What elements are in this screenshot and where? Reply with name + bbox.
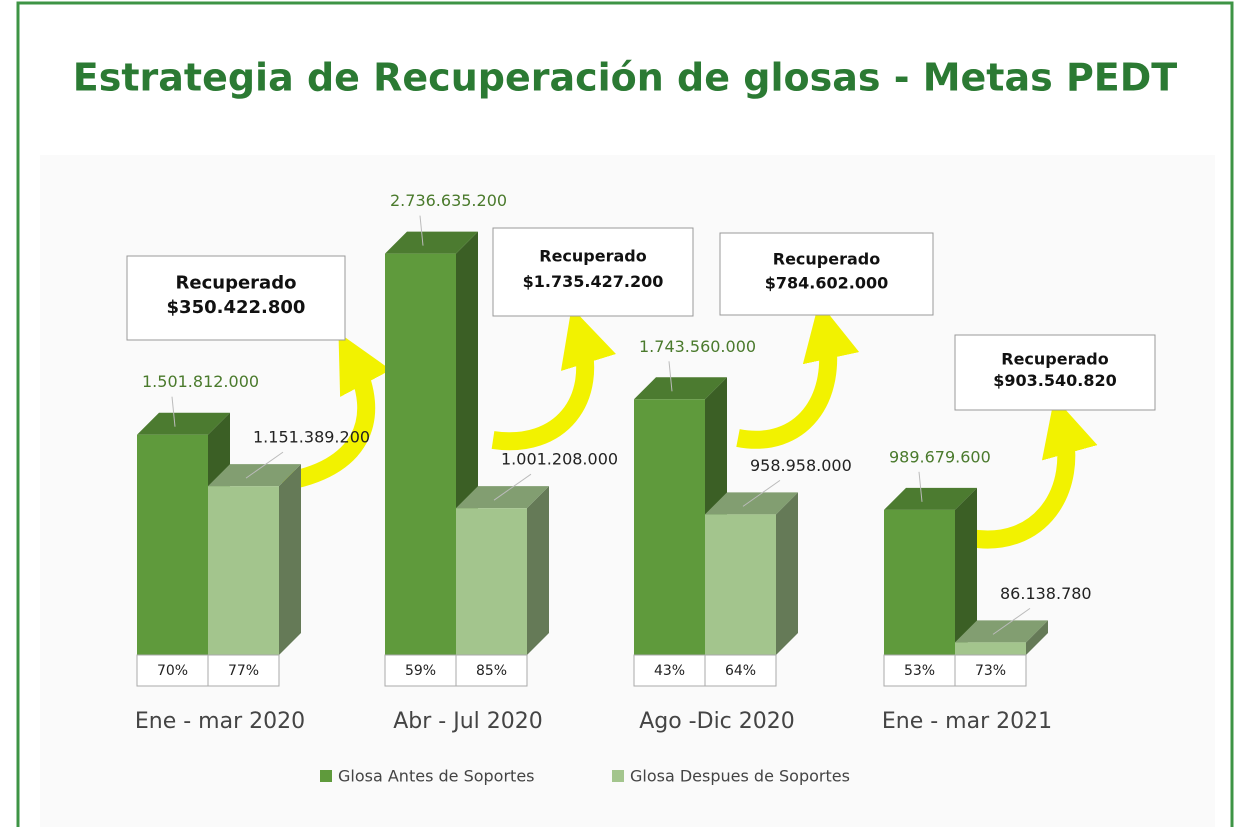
x-tick-label: Ago -Dic 2020: [639, 709, 795, 734]
annotation-amount: $1.735.427.200: [523, 272, 664, 291]
percent-box: [384, 654, 457, 687]
value-label: 1.001.208.000: [501, 450, 618, 469]
percent-label: 64%: [725, 663, 756, 679]
annotation-amount: $350.422.800: [167, 297, 306, 318]
bar-side: [955, 487, 977, 655]
value-label: 1.743.560.000: [639, 337, 756, 356]
frame: [16, 1, 1234, 827]
percent-label: 73%: [975, 663, 1006, 679]
annotation-title: Recuperado: [539, 247, 646, 266]
bar: [955, 642, 1026, 655]
bar: [456, 508, 527, 655]
bar-top: [137, 412, 230, 435]
bar: [208, 486, 279, 655]
arrow: [280, 332, 391, 491]
bar: [385, 253, 456, 655]
percent-box: [455, 654, 528, 687]
leader-line: [493, 473, 532, 501]
legend-swatch: [612, 770, 624, 782]
bar-side: [776, 492, 798, 655]
bar-side: [279, 464, 301, 655]
percent-box: [633, 654, 706, 687]
bar: [884, 509, 955, 655]
annotation-box: [719, 232, 934, 316]
value-label: 1.501.812.000: [142, 372, 259, 391]
x-tick-label: Abr - Jul 2020: [393, 709, 543, 734]
bar-side: [1026, 620, 1048, 655]
annotation-title: Recuperado: [176, 273, 297, 294]
legend-label: Glosa Despues de Soportes: [630, 767, 850, 786]
leader-line: [992, 607, 1031, 635]
leader-line: [668, 361, 673, 392]
percent-label: 43%: [654, 663, 685, 679]
annotation-amount: $903.540.820: [993, 371, 1116, 390]
arrows: [280, 301, 1098, 549]
bar: [634, 399, 705, 655]
value-label: 958.958.000: [750, 456, 852, 475]
value-label: 86.138.780: [1000, 584, 1092, 603]
value-label: 989.679.600: [889, 447, 991, 466]
leader-line: [419, 215, 424, 246]
percent-label: 85%: [476, 663, 507, 679]
percent-label: 59%: [405, 663, 436, 679]
bar-top: [456, 486, 549, 509]
legend-swatch: [320, 770, 332, 782]
leader-line: [918, 471, 923, 502]
bar-top: [955, 620, 1048, 643]
chart-title: Estrategia de Recuperación de glosas - M…: [73, 56, 1178, 100]
arrow: [736, 301, 860, 449]
percent-box: [704, 654, 777, 687]
bar: [705, 514, 776, 655]
percent-box: [883, 654, 956, 687]
annotation-title: Recuperado: [1001, 349, 1108, 368]
arrow: [968, 397, 1098, 549]
annotation-title: Recuperado: [773, 250, 880, 269]
x-tick-label: Ene - mar 2021: [882, 709, 1052, 734]
percent-label: 77%: [228, 663, 259, 679]
percent-label: 70%: [157, 663, 188, 679]
bar-top: [634, 377, 727, 400]
percent-box: [207, 654, 280, 687]
bar-side: [527, 486, 549, 655]
leader-line: [171, 396, 176, 427]
leader-line: [742, 479, 781, 507]
leader-line: [245, 451, 284, 479]
percent-box: [136, 654, 209, 687]
percent-box: [954, 654, 1027, 687]
value-label: 1.151.389.200: [253, 428, 370, 447]
arrow: [491, 307, 616, 451]
bar: [137, 434, 208, 655]
bar-top: [208, 464, 301, 487]
percent-label: 53%: [904, 663, 935, 679]
annotation-box: [492, 227, 694, 317]
bar-top: [884, 487, 977, 510]
value-label: 2.736.635.200: [390, 191, 507, 210]
x-tick-label: Ene - mar 2020: [135, 709, 305, 734]
bar-top: [385, 231, 478, 254]
bar-top: [705, 492, 798, 515]
legend-label: Glosa Antes de Soportes: [338, 767, 535, 786]
annotation-box: [126, 255, 346, 341]
annotation-amount: $784.602.000: [765, 273, 888, 292]
annotation-box: [954, 334, 1156, 411]
